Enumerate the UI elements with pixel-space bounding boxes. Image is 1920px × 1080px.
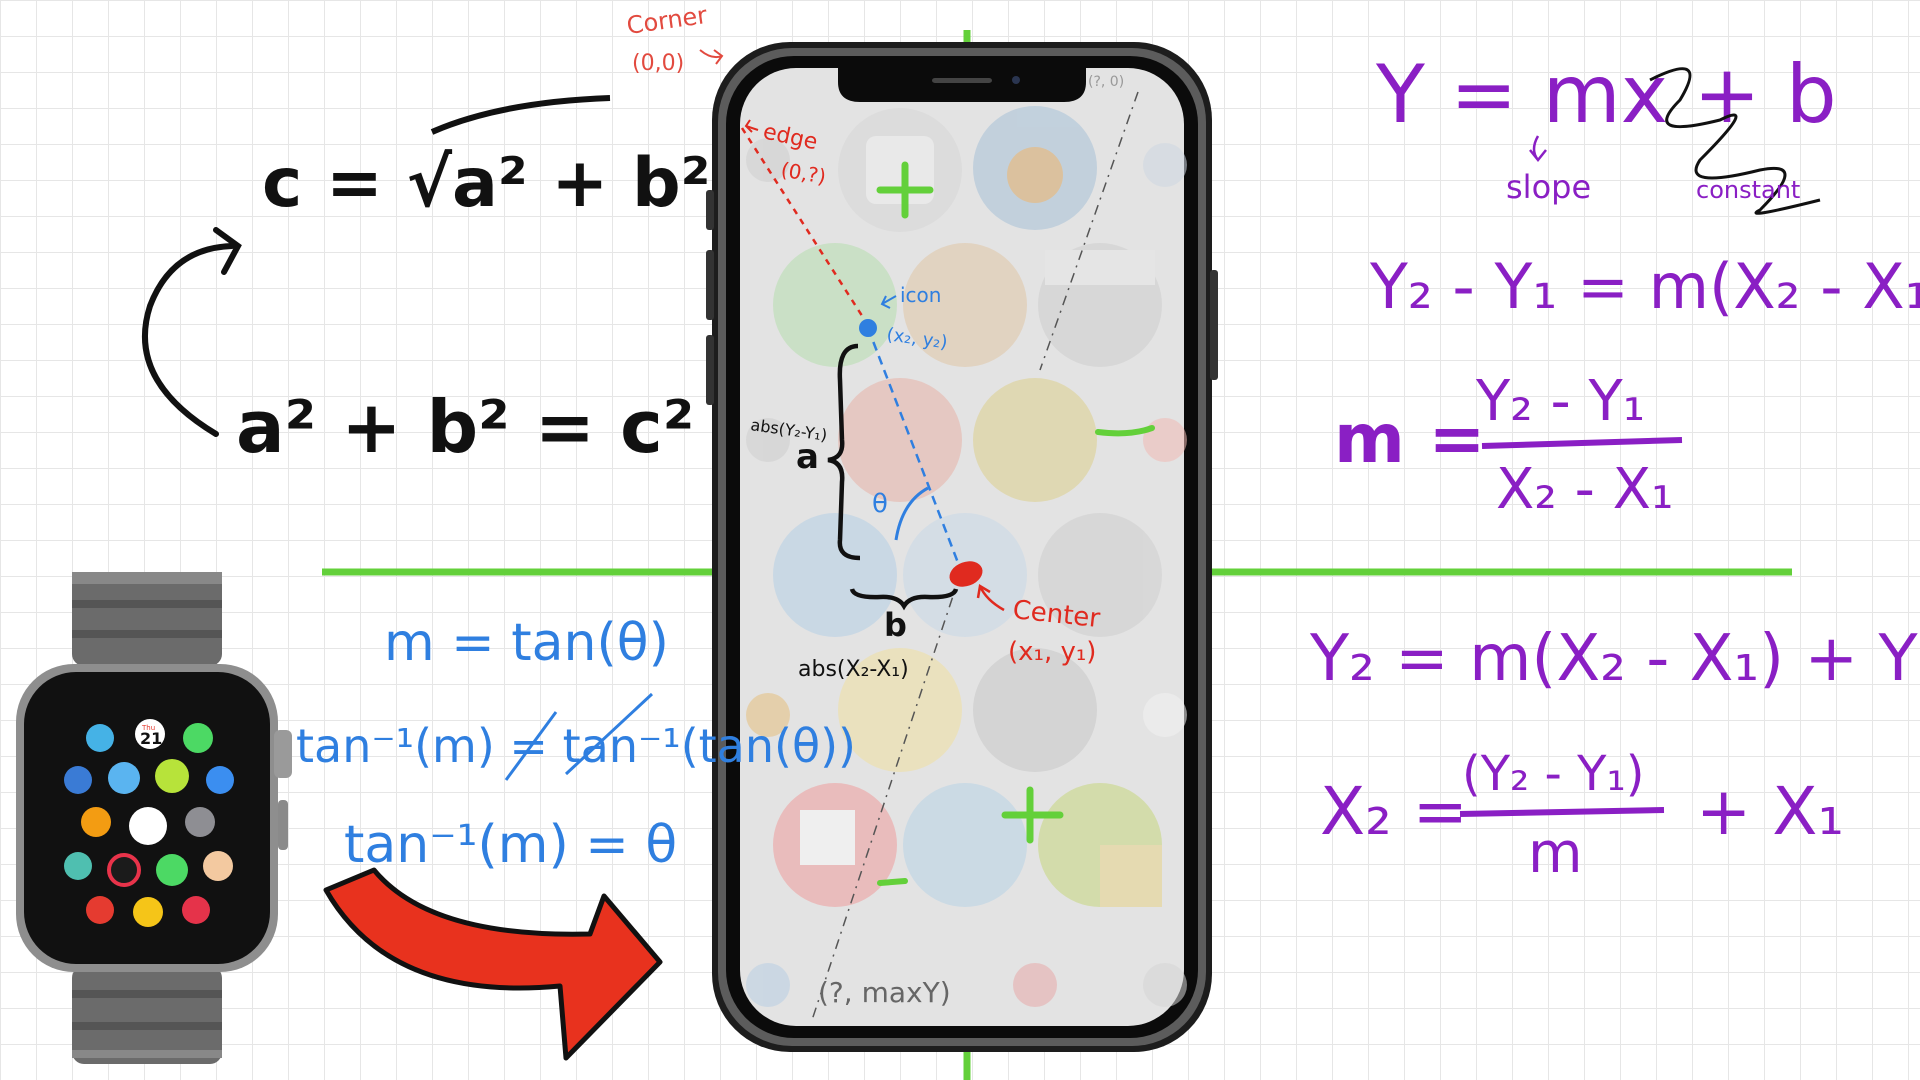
app-icon — [746, 693, 790, 737]
theta-arc — [894, 486, 929, 541]
center-arrow-icon — [976, 583, 1005, 612]
green-dash-mark — [1095, 425, 1155, 437]
slope-arrow-icon — [1529, 135, 1547, 163]
tangent-notes: m = tan(θ) tan⁻¹(m) = tan⁻¹(tan(θ)) tan⁻… — [296, 613, 856, 875]
corner-coords: (0,0) — [632, 51, 684, 76]
app-icon — [973, 648, 1097, 772]
tangent-line1: m = tan(θ) — [384, 613, 669, 673]
x2-numerator: (Y₂ - Y₁) — [1462, 746, 1644, 802]
pythagoras-notes: c = √a² + b² a² + b² = c² — [141, 95, 710, 469]
side-b-abs: abs(X₂-X₁) — [798, 657, 909, 682]
side-a-brace — [827, 343, 861, 561]
side-b-brace — [849, 588, 959, 611]
center-coords: (x₁, y₁) — [1008, 637, 1096, 667]
m-fraction-bar — [1481, 437, 1683, 449]
m-denominator: X₂ - X₁ — [1496, 457, 1673, 522]
app-icon — [903, 243, 1027, 367]
corner-label: Corner — [625, 1, 709, 40]
app-icon — [1013, 963, 1057, 1007]
edge-arrow-icon — [744, 119, 759, 133]
app-icon — [773, 513, 897, 637]
watch-date-day: Thu — [141, 724, 155, 732]
apple-watch: Thu 21 — [16, 572, 292, 1064]
app-icon — [1143, 693, 1187, 737]
tangent-line3: tan⁻¹(m) = θ — [344, 815, 677, 875]
icon-to-center-line — [866, 327, 962, 569]
corner-arrow-icon — [699, 49, 724, 65]
watch-date-num: 21 — [140, 729, 162, 748]
icon-arrow-icon — [880, 295, 897, 309]
corner-to-center-line — [740, 127, 868, 323]
scribble-out — [1649, 67, 1821, 215]
app-icon — [746, 138, 790, 182]
slope-line1: Y = mx + b — [1375, 48, 1837, 141]
y2-equation: Y₂ = m(X₂ - X₁) + Y₁ — [1309, 622, 1920, 696]
green-dash-mark — [877, 878, 908, 886]
app-icon — [1038, 513, 1162, 637]
sqrt-overbar — [430, 95, 611, 135]
slope-line2: Y₂ - Y₁ = m(X₂ - X₁) — [1369, 250, 1920, 323]
slope-label: slope — [1506, 168, 1591, 206]
theta-label: θ — [872, 489, 888, 519]
slope-notes: Y = mx + b slope constant Y₂ - Y₁ = m(X₂… — [1309, 48, 1920, 886]
app-icon — [838, 378, 962, 502]
constant-label: constant — [1696, 176, 1800, 204]
x2-rhs: + X₁ — [1696, 773, 1844, 850]
x2-denominator: m — [1528, 821, 1583, 886]
top-right-label: (?, 0) — [1088, 74, 1124, 90]
cancel-strike — [504, 692, 654, 781]
pythagoras-line1: c = √a² + b² — [262, 144, 710, 223]
bottom-guide-line — [811, 574, 961, 1021]
green-plus-mark — [876, 161, 934, 219]
icon-label: icon — [900, 283, 941, 307]
app-icon — [773, 243, 897, 367]
app-icon — [1143, 143, 1187, 187]
app-icon — [746, 418, 790, 462]
app-icon — [838, 648, 962, 772]
top-guide-line — [1039, 91, 1139, 371]
bottom-label: (?, maxY) — [818, 976, 951, 1009]
app-icon — [1143, 418, 1187, 462]
app-icon — [1143, 963, 1187, 1007]
curved-arrow-icon — [141, 243, 235, 437]
green-plus-mark — [1001, 786, 1064, 844]
red-arrow-icon — [323, 867, 663, 1061]
icon-point — [859, 319, 877, 337]
m-lhs: m = — [1334, 400, 1486, 479]
m-numerator: Y₂ - Y₁ — [1475, 369, 1645, 434]
app-icon — [903, 783, 1027, 907]
x2-fraction-bar — [1459, 807, 1665, 817]
center-point — [949, 561, 983, 587]
phone-notch — [838, 68, 1086, 102]
pythagoras-line2: a² + b² = c² — [236, 385, 694, 469]
side-b-label: b — [884, 606, 907, 644]
x2-lhs: X₂ = — [1320, 773, 1468, 850]
app-icon — [973, 378, 1097, 502]
app-icon — [746, 963, 790, 1007]
side-a-label: a — [796, 437, 819, 477]
